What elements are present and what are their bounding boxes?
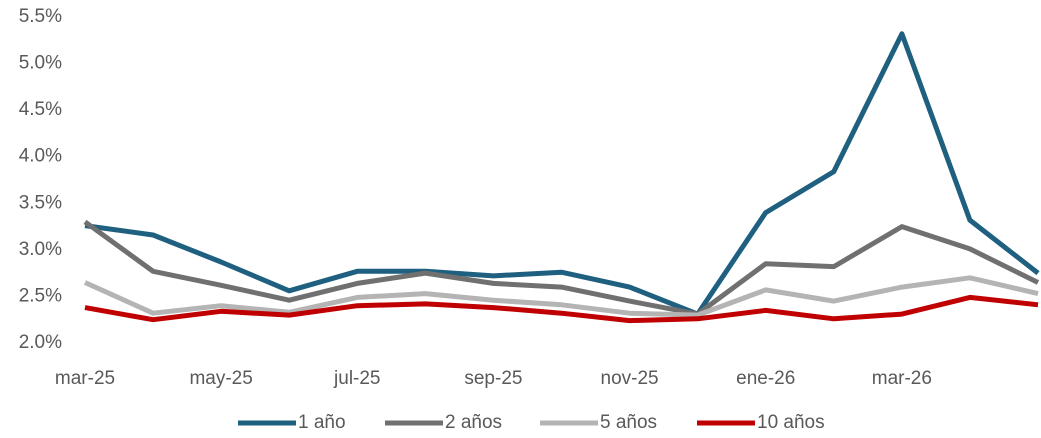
x-tick-label: may-25: [189, 368, 252, 389]
y-tick-label: 4.5%: [19, 99, 62, 120]
x-tick-label: mar-26: [872, 368, 932, 389]
y-tick-label: 3.0%: [19, 239, 62, 260]
x-tick-label: mar-25: [55, 368, 115, 389]
x-tick-label: sep-25: [464, 368, 522, 389]
y-tick-label: 2.5%: [19, 285, 62, 306]
y-tick-label: 5.0%: [19, 53, 62, 74]
x-tick-label: ene-26: [736, 368, 795, 389]
x-tick-label: jul-25: [333, 368, 380, 389]
y-tick-label: 3.5%: [19, 192, 62, 213]
y-tick-label: 5.5%: [19, 6, 62, 27]
x-tick-label: nov-25: [601, 368, 659, 389]
y-tick-label: 4.0%: [19, 146, 62, 167]
y-tick-label: 2.0%: [19, 332, 62, 353]
series-line: [83, 275, 1039, 318]
series-line: [83, 219, 1040, 317]
legend-label: 5 años: [600, 412, 657, 433]
legend-label: 10 años: [757, 412, 825, 433]
series-line: [84, 294, 1039, 324]
legend-label: 1 año: [298, 412, 346, 433]
series-line: [84, 31, 1040, 317]
legend-label: 2 años: [445, 412, 502, 433]
